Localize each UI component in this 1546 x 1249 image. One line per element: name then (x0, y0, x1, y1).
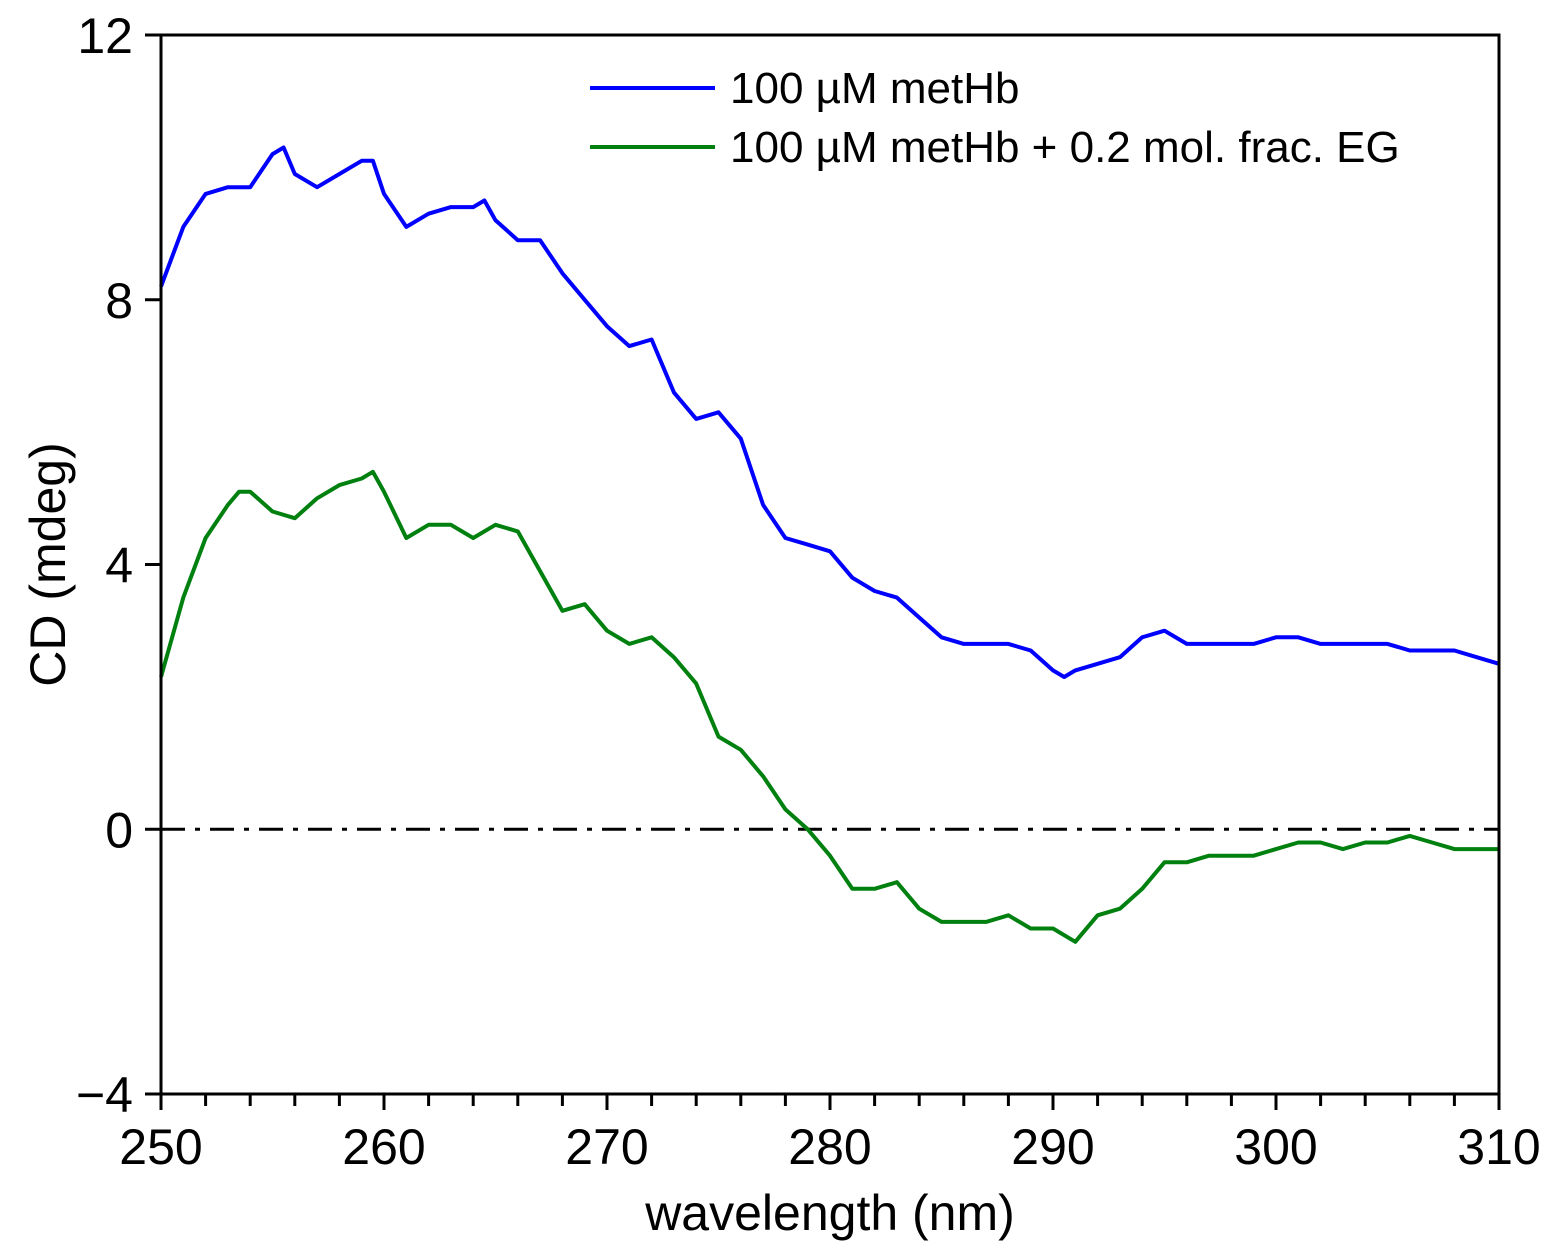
x-tick-label: 300 (1234, 1119, 1317, 1175)
x-tick-label: 310 (1457, 1119, 1540, 1175)
legend-label-metHb: 100 µM metHb (730, 64, 1019, 113)
y-tick-label: 0 (105, 802, 133, 858)
x-axis-title: wavelength (nm) (644, 1185, 1015, 1241)
series-line-0 (159, 145, 1500, 679)
y-tick-label: 12 (77, 8, 133, 64)
x-tick-label: 260 (342, 1119, 425, 1175)
x-tick-label: 280 (788, 1119, 871, 1175)
y-tick-label: 4 (105, 538, 133, 594)
y-axis-title: CD (mdeg) (20, 442, 76, 686)
ticks-layer (145, 33, 1501, 1110)
legend: 100 µM metHb 100 µM metHb + 0.2 mol. fra… (590, 64, 1400, 172)
tick-labels-layer: 250 260 270 280 290 300 310 −4 0 4 8 12 (76, 8, 1541, 1175)
x-tick-label: 250 (119, 1119, 202, 1175)
y-tick-label: 8 (105, 273, 133, 329)
x-tick-label: 290 (1011, 1119, 1094, 1175)
series-layer (159, 145, 1500, 944)
series-line-1 (159, 469, 1499, 944)
y-tick-label: −4 (76, 1067, 133, 1123)
plot-frame (159, 33, 1501, 1096)
legend-label-metHb-eg: 100 µM metHb + 0.2 mol. frac. EG (730, 123, 1400, 172)
x-tick-label: 270 (565, 1119, 648, 1175)
